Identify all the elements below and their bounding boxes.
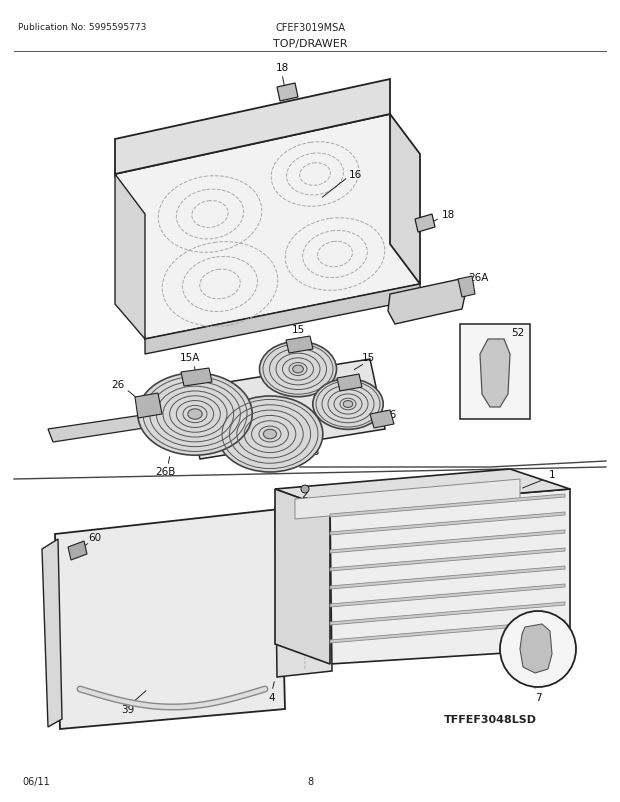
Text: 26: 26 — [112, 379, 125, 390]
Ellipse shape — [217, 396, 323, 472]
Ellipse shape — [260, 342, 337, 397]
Text: 15: 15 — [361, 353, 374, 363]
Text: 52: 52 — [512, 327, 525, 338]
Polygon shape — [330, 489, 570, 664]
Polygon shape — [458, 277, 475, 298]
Ellipse shape — [188, 409, 202, 419]
Text: 60: 60 — [89, 533, 102, 542]
Circle shape — [500, 611, 576, 687]
Text: 26B: 26B — [155, 467, 175, 476]
Polygon shape — [330, 549, 565, 571]
Text: 26: 26 — [383, 410, 397, 419]
Polygon shape — [181, 369, 212, 387]
Polygon shape — [55, 509, 285, 729]
Ellipse shape — [138, 374, 252, 456]
Text: 7: 7 — [534, 692, 541, 702]
Text: 8: 8 — [307, 776, 313, 786]
Polygon shape — [390, 115, 420, 285]
Text: 1: 1 — [549, 469, 556, 480]
Text: 18: 18 — [275, 63, 289, 73]
Polygon shape — [275, 489, 330, 664]
Polygon shape — [275, 469, 570, 509]
Text: Publication No: 5995595773: Publication No: 5995595773 — [18, 23, 146, 32]
Polygon shape — [330, 602, 565, 626]
Polygon shape — [330, 530, 565, 553]
Polygon shape — [277, 84, 298, 102]
Text: 15: 15 — [291, 325, 304, 334]
Polygon shape — [42, 539, 62, 727]
Polygon shape — [480, 339, 510, 407]
Polygon shape — [520, 624, 552, 673]
Text: CFEF3019MSA: CFEF3019MSA — [275, 23, 345, 33]
Polygon shape — [415, 215, 435, 233]
Polygon shape — [337, 375, 362, 391]
Polygon shape — [330, 585, 565, 607]
Ellipse shape — [293, 366, 303, 374]
Text: 15B: 15B — [300, 447, 320, 456]
Polygon shape — [295, 480, 520, 520]
Circle shape — [301, 485, 309, 493]
Ellipse shape — [313, 379, 383, 430]
Text: 2: 2 — [302, 489, 308, 500]
Polygon shape — [185, 359, 385, 460]
Polygon shape — [388, 280, 465, 325]
Polygon shape — [460, 325, 530, 419]
Polygon shape — [115, 80, 390, 175]
Polygon shape — [115, 115, 420, 339]
Polygon shape — [135, 394, 162, 419]
Polygon shape — [330, 512, 565, 535]
Polygon shape — [330, 494, 565, 517]
Text: TFFEF3048LSD: TFFEF3048LSD — [443, 714, 536, 724]
Text: 18: 18 — [441, 210, 454, 220]
Text: 39: 39 — [122, 704, 135, 714]
Ellipse shape — [264, 430, 277, 439]
Polygon shape — [275, 501, 332, 677]
Polygon shape — [145, 285, 420, 354]
Text: 16: 16 — [348, 170, 361, 180]
Polygon shape — [370, 411, 394, 428]
Polygon shape — [48, 399, 255, 443]
Polygon shape — [330, 620, 565, 643]
Polygon shape — [330, 566, 565, 589]
Polygon shape — [68, 541, 87, 561]
Text: 06/11: 06/11 — [22, 776, 50, 786]
Text: TOP/DRAWER: TOP/DRAWER — [273, 39, 347, 49]
Polygon shape — [115, 175, 145, 339]
Ellipse shape — [343, 401, 353, 408]
Polygon shape — [286, 337, 313, 354]
Text: 4: 4 — [268, 692, 275, 702]
Text: 26A: 26A — [468, 273, 488, 282]
Text: 15A: 15A — [180, 353, 200, 363]
